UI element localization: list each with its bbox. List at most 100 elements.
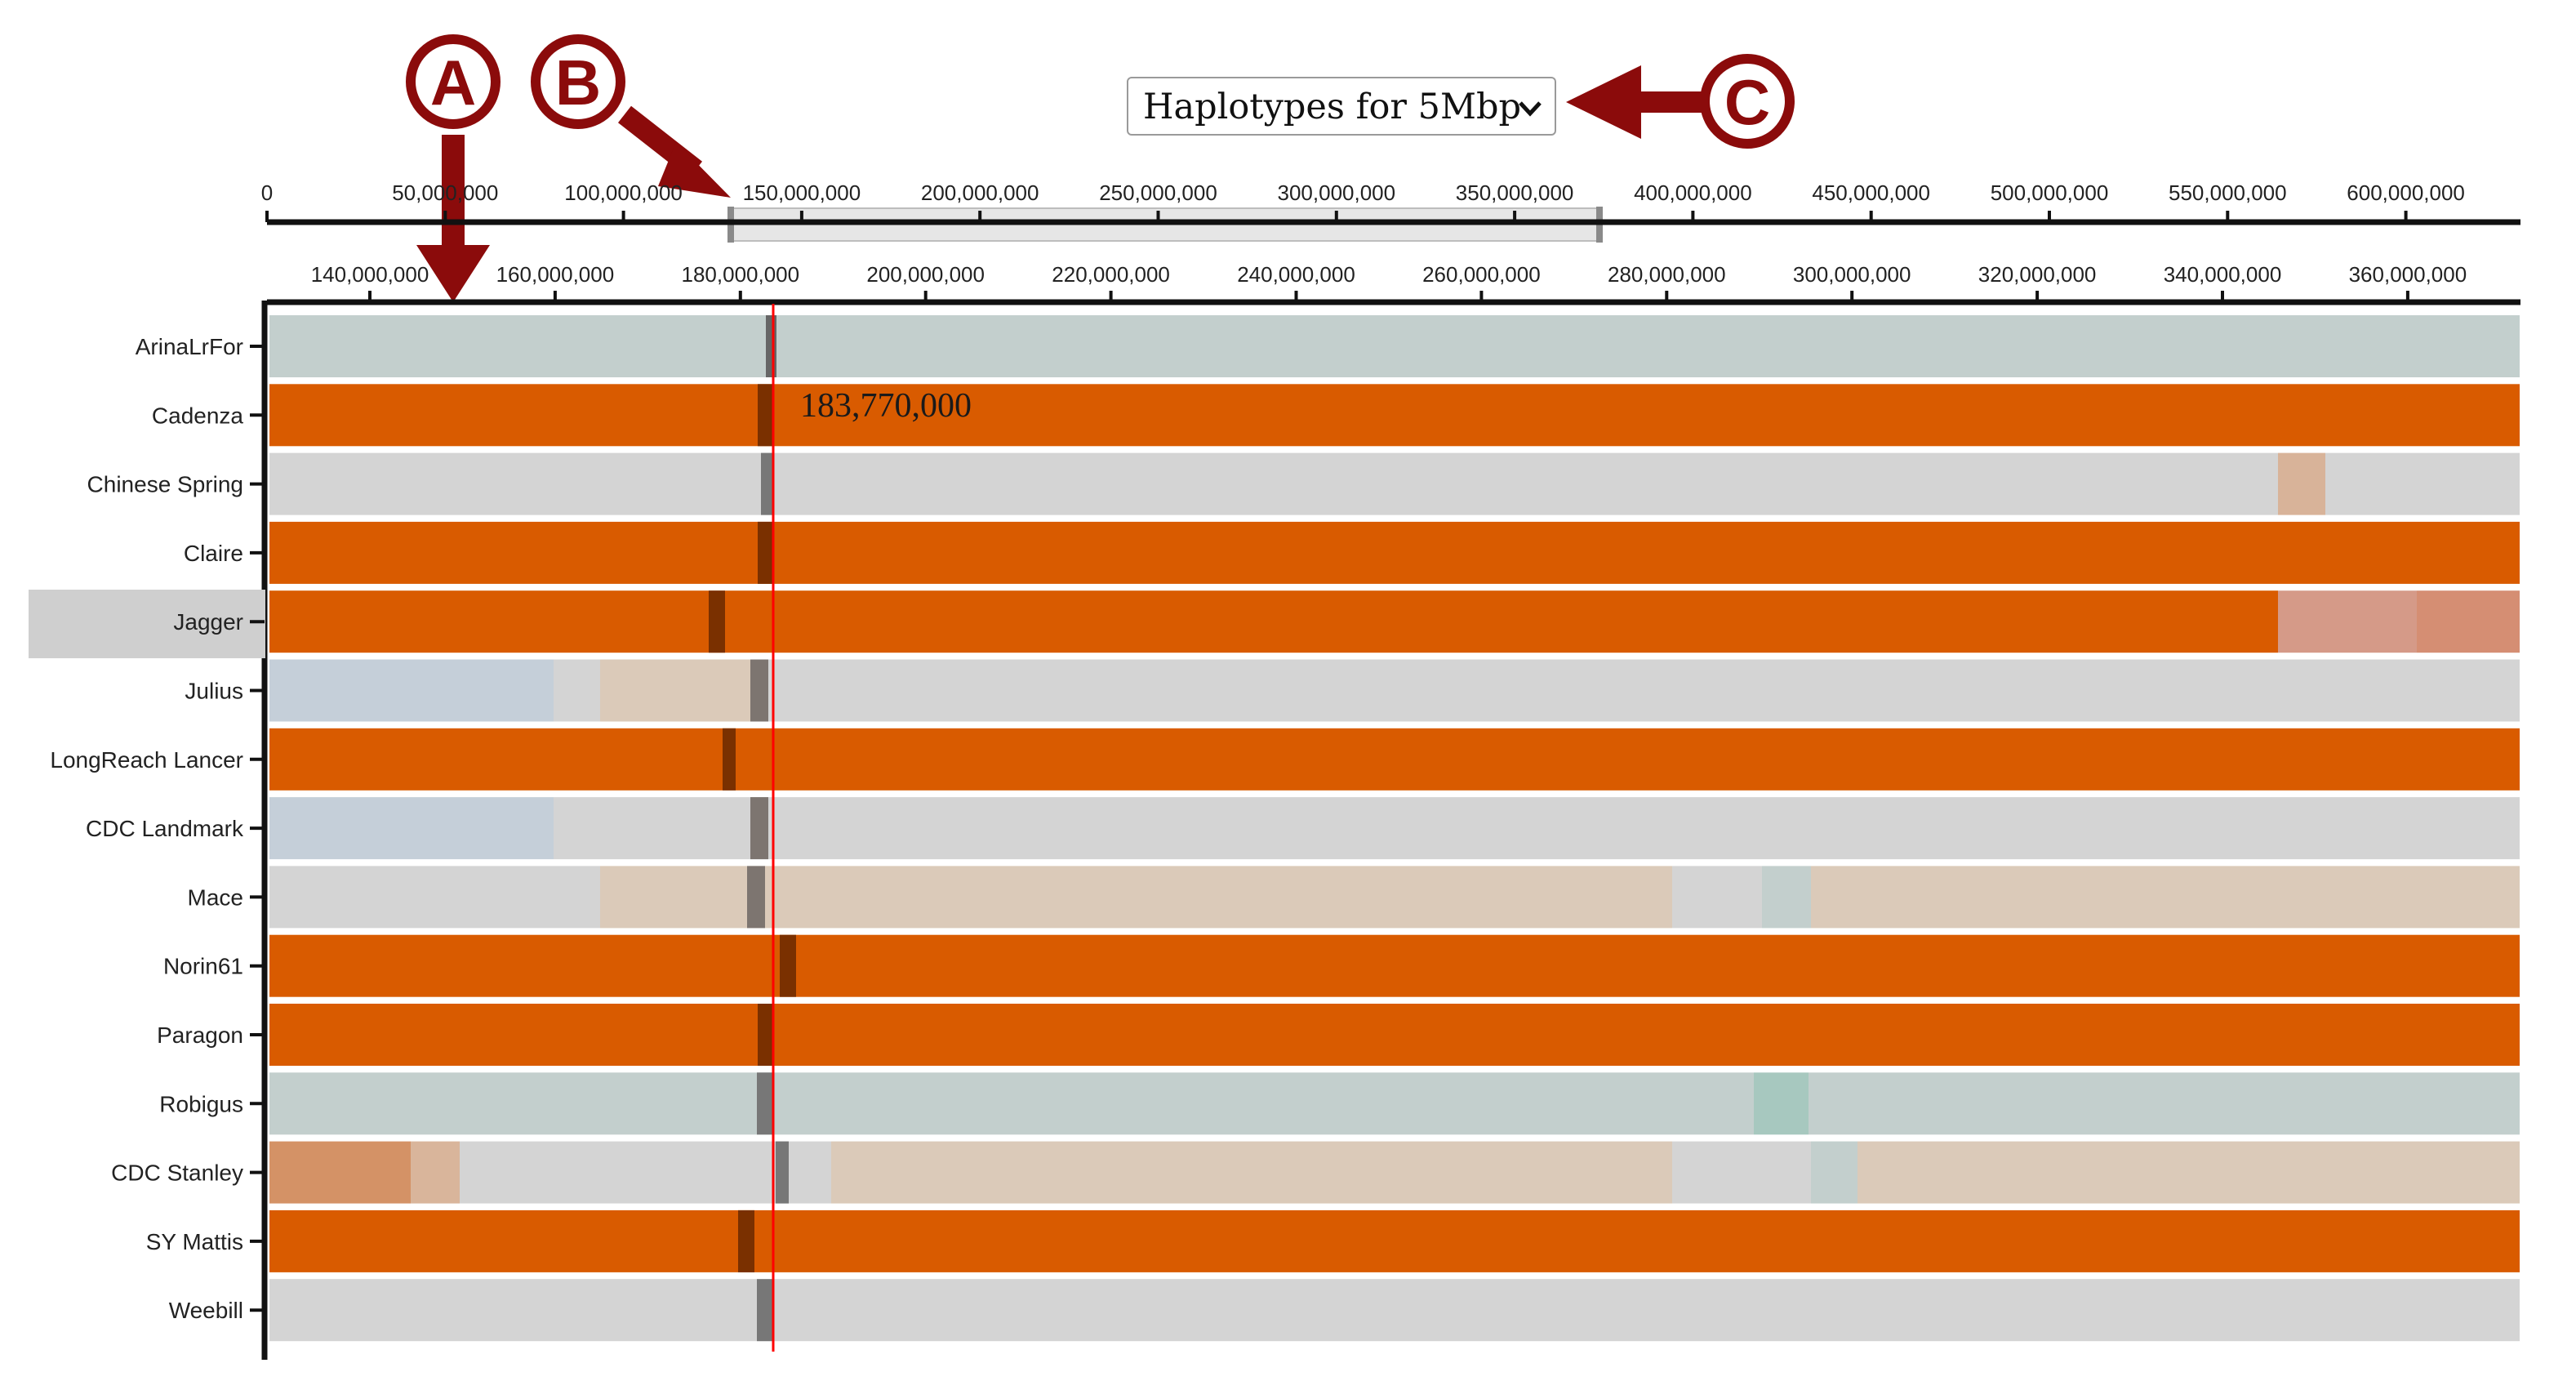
genotype-label[interactable]: ArinaLrFor <box>136 334 243 359</box>
haplotype-row[interactable] <box>269 384 2520 447</box>
detail-axis: 140,000,000 160,000,000 180,000,000 200,000… <box>261 262 2520 1360</box>
haplotype-segment[interactable] <box>776 866 1672 929</box>
haplotype-row[interactable] <box>269 934 2520 997</box>
haplotype-marker <box>766 315 776 377</box>
callout-a-letter: A <box>430 47 476 118</box>
overview-tick-label: 0 <box>261 180 273 205</box>
haplotype-row[interactable] <box>269 1004 2520 1066</box>
haplotype-segment[interactable] <box>269 659 554 722</box>
overview-tick-label: 600,000,000 <box>2347 180 2465 205</box>
haplotype-segment[interactable] <box>831 1141 1672 1204</box>
detail-tick-label: 340,000,000 <box>2164 262 2282 287</box>
selected-row-highlight <box>29 590 265 658</box>
haplotype-row[interactable] <box>269 659 2520 722</box>
haplotype-segment[interactable] <box>2278 590 2417 653</box>
haplotype-segment[interactable] <box>2278 452 2325 515</box>
genotype-label[interactable]: Jagger <box>173 609 243 635</box>
genotype-label[interactable]: Paragon <box>157 1022 243 1048</box>
callout-b-arrow <box>617 105 731 198</box>
overview-tick-label: 550,000,000 <box>2169 180 2287 205</box>
haplotype-segment[interactable] <box>2417 590 2520 653</box>
haplotype-segment[interactable] <box>600 659 751 722</box>
genotype-label[interactable]: LongReach Lancer <box>50 747 243 773</box>
haplotype-window-dropdown[interactable]: Haplotypes for 5Mbp <box>1127 77 1556 136</box>
haplotype-row[interactable] <box>269 866 2520 929</box>
haplotype-segment[interactable] <box>1672 866 1762 929</box>
haplotype-row[interactable] <box>269 1279 2520 1342</box>
overview-tick-label: 300,000,000 <box>1278 180 1396 205</box>
genotype-label[interactable]: Weebill <box>169 1298 243 1323</box>
haplotype-row[interactable] <box>269 1072 2520 1135</box>
haplotype-segment[interactable] <box>269 521 2520 584</box>
haplotype-segment[interactable] <box>269 384 2520 447</box>
overview-tick-label: 150,000,000 <box>743 180 861 205</box>
haplotype-marker <box>750 797 768 860</box>
detail-tick-label: 140,000,000 <box>311 262 429 287</box>
detail-tick-label: 160,000,000 <box>496 262 615 287</box>
genotype-label[interactable]: SY Mattis <box>146 1229 243 1254</box>
haplotype-segment[interactable] <box>1811 866 2520 929</box>
genotype-label[interactable]: Claire <box>184 541 243 566</box>
chevron-down-icon <box>1519 101 1542 117</box>
haplotype-segment[interactable] <box>269 1209 2520 1272</box>
haplotype-segment[interactable] <box>554 797 2520 860</box>
haplotype-segment[interactable] <box>269 728 2520 791</box>
haplotype-segment[interactable] <box>460 1141 831 1204</box>
haplotype-row[interactable] <box>269 1209 2520 1272</box>
haplotype-row[interactable] <box>269 797 2520 860</box>
genotype-label[interactable]: Norin61 <box>163 954 243 979</box>
callout-c-arrow <box>1566 65 1702 139</box>
haplotype-marker <box>758 1004 774 1066</box>
genotype-label[interactable]: CDC Stanley <box>111 1160 243 1186</box>
haplotype-segment[interactable] <box>1811 1141 1857 1204</box>
callout-c: C <box>1566 54 1795 149</box>
haplotype-segment[interactable] <box>269 1004 2520 1066</box>
haplotype-segment[interactable] <box>1809 1072 2520 1135</box>
genotype-label[interactable]: CDC Landmark <box>86 816 244 841</box>
genotype-label[interactable]: Cadenza <box>152 403 244 428</box>
haplotype-segment[interactable] <box>269 866 600 929</box>
haplotype-segment[interactable] <box>2325 452 2520 515</box>
haplotype-segment[interactable] <box>269 1072 1754 1135</box>
haplotype-segment[interactable] <box>554 659 600 722</box>
row-labels: ArinaLrFor Cadenza Chinese Spring Claire Jag… <box>50 334 265 1323</box>
haplotype-segment[interactable] <box>411 1141 460 1204</box>
haplotype-segment[interactable] <box>269 590 2278 653</box>
haplotype-segment[interactable] <box>751 659 2520 722</box>
haplotype-row[interactable] <box>269 590 2520 653</box>
haplotype-row[interactable] <box>269 728 2520 791</box>
haplotype-segment[interactable] <box>1762 866 1811 929</box>
haplotype-segment[interactable] <box>1672 1141 1811 1204</box>
haplotype-marker <box>758 521 774 584</box>
haplotype-segment[interactable] <box>600 866 776 929</box>
haplotype-marker <box>709 590 725 653</box>
genotype-label[interactable]: Julius <box>185 679 243 704</box>
genotype-label[interactable]: Chinese Spring <box>87 472 243 497</box>
haplotype-row[interactable] <box>269 452 2520 515</box>
haplotype-segment[interactable] <box>269 797 554 860</box>
haplotype-segment[interactable] <box>1857 1141 2520 1204</box>
overview-tick-label: 350,000,000 <box>1456 180 1574 205</box>
genotype-label[interactable]: Mace <box>188 884 243 910</box>
haplotype-segment[interactable] <box>269 452 2278 515</box>
haplotype-segment[interactable] <box>269 934 2520 997</box>
genotype-label[interactable]: Robigus <box>159 1091 243 1116</box>
detail-ticks: 140,000,000 160,000,000 180,000,000 200,000… <box>311 262 2467 302</box>
haplotype-row[interactable] <box>269 521 2520 584</box>
overview-tick-label: 400,000,000 <box>1634 180 1752 205</box>
haplotype-row[interactable] <box>269 1141 2520 1204</box>
callout-c-circle <box>1700 54 1795 149</box>
haplotype-segment[interactable] <box>269 1279 2520 1342</box>
haplotype-segment[interactable] <box>1754 1072 1809 1135</box>
haplotype-segment[interactable] <box>269 315 2520 377</box>
haplotype-row[interactable] <box>269 315 2520 377</box>
haplotype-segment[interactable] <box>269 1141 411 1204</box>
callout-c-letter: C <box>1724 66 1770 138</box>
dropdown-selected-value: Haplotypes for 5Mbp <box>1143 87 1522 127</box>
overview-axis: 0 50,000,000 100,000,000 150,000,000 200,000… <box>261 180 2520 243</box>
detail-tick-label: 200,000,000 <box>866 262 985 287</box>
haplotype-marker <box>761 452 774 515</box>
haplotype-marker <box>723 728 736 791</box>
detail-tick-label: 320,000,000 <box>1978 262 2097 287</box>
callout-b: B <box>531 34 731 198</box>
